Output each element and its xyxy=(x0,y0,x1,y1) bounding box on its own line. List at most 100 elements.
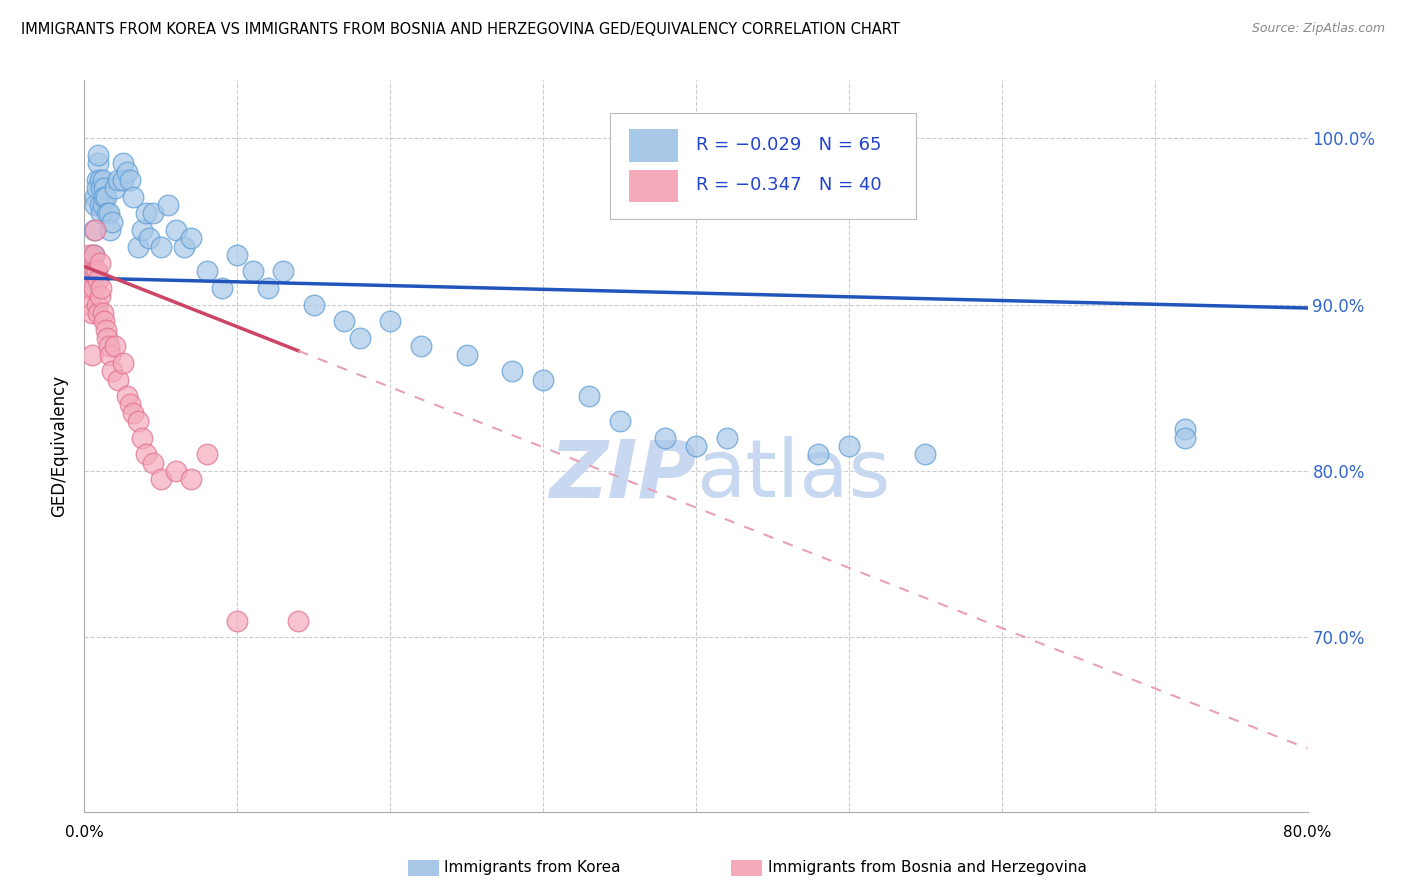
Point xyxy=(84,264,107,278)
Point xyxy=(149,239,172,253)
Point xyxy=(90,281,112,295)
Point xyxy=(90,181,112,195)
Text: ZIP: ZIP xyxy=(548,436,696,515)
Point xyxy=(80,248,103,262)
Point xyxy=(87,306,110,320)
Point xyxy=(135,447,157,461)
Point xyxy=(807,447,830,461)
Point xyxy=(271,264,294,278)
Text: R = −0.347   N = 40: R = −0.347 N = 40 xyxy=(696,176,882,194)
Point xyxy=(149,472,172,486)
Point xyxy=(349,331,371,345)
Point xyxy=(96,206,118,220)
Point xyxy=(86,181,108,195)
Point xyxy=(79,298,101,312)
Point xyxy=(531,372,554,386)
Point xyxy=(287,614,309,628)
Point xyxy=(84,223,107,237)
Point xyxy=(165,464,187,478)
Point xyxy=(87,156,110,170)
Point xyxy=(79,256,101,270)
Point xyxy=(107,173,129,187)
Point xyxy=(173,239,195,253)
Point xyxy=(98,223,121,237)
Point xyxy=(131,431,153,445)
Point xyxy=(89,289,111,303)
Point xyxy=(195,447,218,461)
Y-axis label: GED/Equivalency: GED/Equivalency xyxy=(51,375,69,517)
Point xyxy=(77,281,100,295)
Point xyxy=(86,173,108,187)
Text: IMMIGRANTS FROM KOREA VS IMMIGRANTS FROM BOSNIA AND HERZEGOVINA GED/EQUIVALENCY : IMMIGRANTS FROM KOREA VS IMMIGRANTS FROM… xyxy=(21,22,900,37)
Point xyxy=(838,439,860,453)
Point xyxy=(89,256,111,270)
Point xyxy=(122,189,145,203)
Point xyxy=(111,173,134,187)
Point xyxy=(97,206,120,220)
Point xyxy=(456,347,478,362)
Point xyxy=(101,214,124,228)
Point xyxy=(84,198,107,212)
Point xyxy=(97,339,120,353)
Point xyxy=(120,173,142,187)
Point xyxy=(86,264,108,278)
Point xyxy=(86,298,108,312)
Point xyxy=(83,248,105,262)
Point xyxy=(135,206,157,220)
Point xyxy=(111,356,134,370)
Point xyxy=(94,189,117,203)
Point xyxy=(142,206,165,220)
Text: R = −0.029   N = 65: R = −0.029 N = 65 xyxy=(696,136,882,153)
Point xyxy=(91,306,114,320)
Point xyxy=(93,314,115,328)
Point xyxy=(80,306,103,320)
Point xyxy=(1174,431,1197,445)
Point xyxy=(104,339,127,353)
Point xyxy=(502,364,524,378)
Point xyxy=(80,273,103,287)
Point xyxy=(578,389,600,403)
Text: Immigrants from Bosnia and Herzegovina: Immigrants from Bosnia and Herzegovina xyxy=(768,861,1087,875)
Point xyxy=(333,314,356,328)
Point xyxy=(83,223,105,237)
Point xyxy=(914,447,936,461)
Point xyxy=(226,614,249,628)
Text: 0.0%: 0.0% xyxy=(65,825,104,840)
Point xyxy=(211,281,233,295)
Point xyxy=(80,347,103,362)
Point xyxy=(83,281,105,295)
Point xyxy=(115,164,138,178)
Point xyxy=(79,264,101,278)
Point xyxy=(90,206,112,220)
Point xyxy=(91,173,114,187)
Point xyxy=(87,273,110,287)
Point xyxy=(104,181,127,195)
Point xyxy=(89,198,111,212)
Point xyxy=(257,281,280,295)
Text: Immigrants from Korea: Immigrants from Korea xyxy=(444,861,621,875)
Point xyxy=(685,439,707,453)
Point xyxy=(165,223,187,237)
Text: atlas: atlas xyxy=(696,436,890,515)
Point xyxy=(101,364,124,378)
Point xyxy=(84,189,107,203)
Point xyxy=(127,414,149,428)
Point xyxy=(1174,422,1197,436)
Point xyxy=(242,264,264,278)
Point xyxy=(96,331,118,345)
Point xyxy=(93,181,115,195)
FancyBboxPatch shape xyxy=(628,169,678,202)
Point xyxy=(89,173,111,187)
Point xyxy=(302,298,325,312)
Text: Source: ZipAtlas.com: Source: ZipAtlas.com xyxy=(1251,22,1385,36)
FancyBboxPatch shape xyxy=(628,129,678,162)
Point xyxy=(91,198,114,212)
Point xyxy=(83,248,105,262)
Text: 80.0%: 80.0% xyxy=(1284,825,1331,840)
Point xyxy=(180,472,202,486)
Point xyxy=(157,198,180,212)
Point xyxy=(609,414,631,428)
Point xyxy=(180,231,202,245)
Point xyxy=(226,248,249,262)
Point xyxy=(409,339,432,353)
